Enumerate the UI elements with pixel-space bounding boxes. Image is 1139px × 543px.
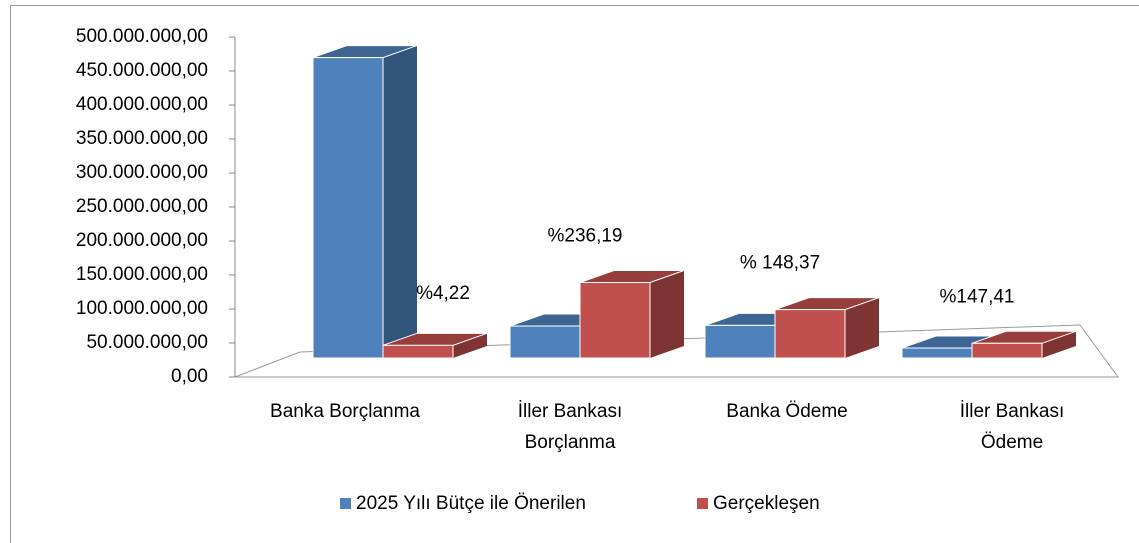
legend-swatch <box>340 498 351 509</box>
bar-side <box>650 270 684 358</box>
bar <box>704 324 776 359</box>
bar <box>971 342 1043 359</box>
bar-side <box>383 45 417 359</box>
x-tick-label: Borçlanma <box>525 432 616 453</box>
legend-label: Gerçekleşen <box>713 493 820 514</box>
y-tick-label: 150.000.000,00 <box>76 264 208 285</box>
y-tick-label: 500.000.000,00 <box>76 26 208 47</box>
annotation: %236,19 <box>547 226 622 247</box>
annotation: % 148,37 <box>740 253 820 274</box>
y-tick-label: 100.000.000,00 <box>76 298 208 319</box>
y-tick-label: 300.000.000,00 <box>76 162 208 183</box>
bar-side <box>1042 331 1076 358</box>
x-tick-label: İller Bankası <box>960 401 1065 422</box>
legend-swatch <box>697 498 708 509</box>
x-tick-label: İller Bankası <box>518 401 623 422</box>
bar <box>774 309 846 359</box>
chart-frame <box>10 5 1139 543</box>
bar-side <box>845 297 879 358</box>
bar <box>509 325 581 359</box>
x-tick-label: Ödeme <box>981 432 1043 453</box>
y-tick-label: 350.000.000,00 <box>76 128 208 149</box>
bar <box>382 344 454 359</box>
bar <box>901 347 973 359</box>
x-tick-label: Banka Ödeme <box>726 401 847 422</box>
bar <box>579 282 651 359</box>
y-tick-label: 400.000.000,00 <box>76 94 208 115</box>
annotation: %147,41 <box>939 286 1014 307</box>
floor <box>234 324 1119 378</box>
y-tick-label: 200.000.000,00 <box>76 230 208 251</box>
y-tick-label: 50.000.000,00 <box>86 332 208 353</box>
y-tick-label: 450.000.000,00 <box>76 60 208 81</box>
bar-side <box>453 333 487 358</box>
legend-label: 2025 Yılı Bütçe ile Önerilen <box>356 493 586 514</box>
annotation: %4,22 <box>416 283 470 304</box>
bar <box>312 57 384 359</box>
y-tick-label: 0,00 <box>171 366 208 387</box>
y-tick-label: 250.000.000,00 <box>76 196 208 217</box>
x-tick-label: Banka Borçlanma <box>270 401 420 422</box>
